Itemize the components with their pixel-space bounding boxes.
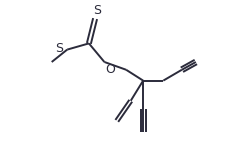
Text: S: S bbox=[93, 4, 101, 17]
Text: S: S bbox=[55, 42, 63, 55]
Text: O: O bbox=[105, 63, 115, 76]
